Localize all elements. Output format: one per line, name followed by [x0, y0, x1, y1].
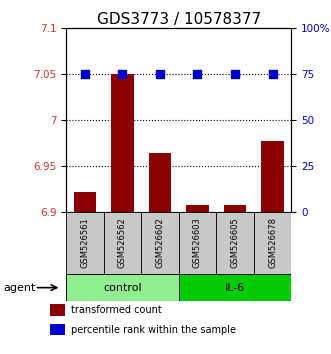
Text: control: control — [103, 282, 142, 293]
Text: GSM526562: GSM526562 — [118, 217, 127, 268]
Point — [82, 72, 88, 77]
Text: GSM526561: GSM526561 — [80, 217, 89, 268]
Text: transformed count: transformed count — [71, 306, 162, 315]
Bar — [149, 153, 171, 212]
Bar — [186, 205, 209, 212]
Bar — [254, 212, 291, 274]
Bar — [179, 274, 291, 301]
Point — [270, 72, 275, 77]
Bar — [179, 212, 216, 274]
Text: percentile rank within the sample: percentile rank within the sample — [71, 325, 236, 335]
Text: GSM526603: GSM526603 — [193, 217, 202, 268]
Bar — [50, 324, 65, 336]
Point — [232, 72, 238, 77]
Bar — [216, 212, 254, 274]
Bar — [66, 274, 179, 301]
Point — [120, 72, 125, 77]
Text: IL-6: IL-6 — [225, 282, 245, 293]
Bar — [74, 192, 96, 212]
Bar — [261, 141, 284, 212]
Bar — [111, 74, 134, 212]
Text: GSM526605: GSM526605 — [230, 217, 240, 268]
Point — [195, 72, 200, 77]
Text: agent: agent — [3, 282, 36, 293]
Bar — [66, 212, 104, 274]
Text: GSM526602: GSM526602 — [156, 217, 165, 268]
Bar — [104, 212, 141, 274]
Point — [157, 72, 163, 77]
Text: GSM526678: GSM526678 — [268, 217, 277, 268]
Text: GDS3773 / 10578377: GDS3773 / 10578377 — [97, 12, 261, 27]
Bar — [50, 304, 65, 316]
Bar — [141, 212, 179, 274]
Bar — [224, 205, 246, 212]
